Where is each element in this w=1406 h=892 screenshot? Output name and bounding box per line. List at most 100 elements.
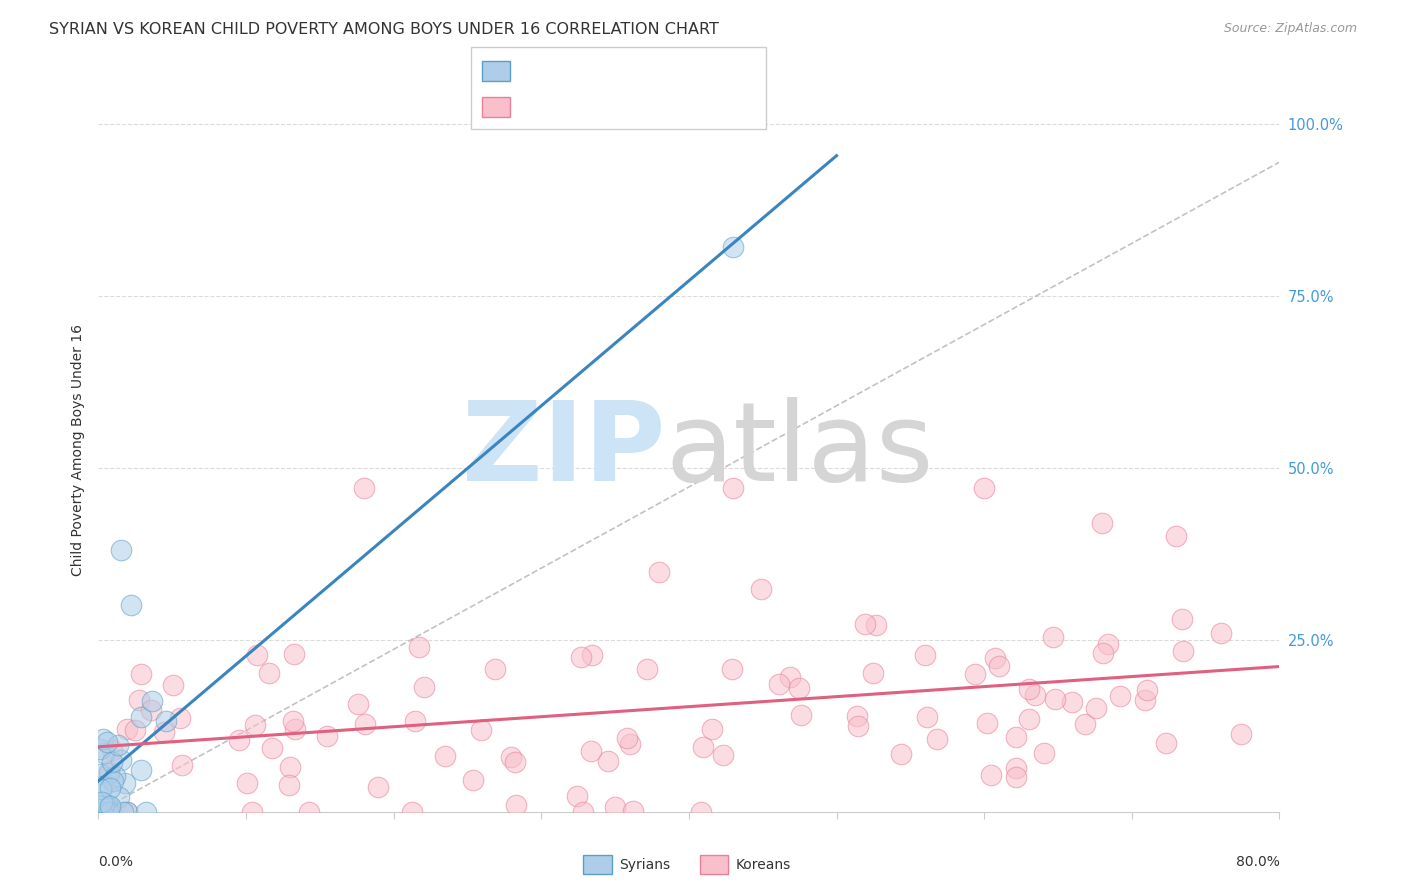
- Point: [93, 746, 115, 760]
- Point: [503, 755, 526, 769]
- Point: [621, 805, 644, 819]
- Text: 0.816: 0.816: [551, 62, 599, 78]
- Point: [162, 678, 184, 692]
- Point: [1018, 712, 1040, 726]
- Point: [412, 680, 434, 694]
- Point: [1135, 693, 1157, 707]
- Point: [90, 781, 112, 796]
- Point: [89, 742, 111, 756]
- Point: [853, 617, 876, 632]
- Point: [596, 755, 619, 769]
- Point: [101, 774, 124, 789]
- Point: [1043, 691, 1066, 706]
- Point: [141, 694, 163, 708]
- Text: 80.0%: 80.0%: [1236, 855, 1279, 869]
- Point: [97, 805, 120, 819]
- Point: [846, 719, 869, 733]
- Point: [980, 767, 1002, 781]
- Point: [346, 697, 368, 711]
- Point: [973, 481, 995, 495]
- Point: [110, 753, 132, 767]
- Point: [619, 737, 641, 751]
- Point: [862, 666, 884, 681]
- Point: [988, 658, 1011, 673]
- Point: [1171, 644, 1194, 658]
- Point: [135, 805, 157, 819]
- Point: [100, 755, 122, 769]
- Point: [1230, 727, 1253, 741]
- Point: [89, 805, 111, 819]
- Text: Source: ZipAtlas.com: Source: ZipAtlas.com: [1223, 22, 1357, 36]
- Text: Koreans: Koreans: [735, 858, 790, 872]
- Point: [915, 709, 938, 723]
- Point: [278, 778, 301, 792]
- Point: [228, 733, 250, 747]
- Point: [1170, 612, 1192, 626]
- Point: [647, 566, 669, 580]
- Point: [236, 775, 259, 789]
- Point: [723, 481, 745, 495]
- Text: SYRIAN VS KOREAN CHILD POVERTY AMONG BOYS UNDER 16 CORRELATION CHART: SYRIAN VS KOREAN CHILD POVERTY AMONG BOY…: [49, 22, 718, 37]
- Point: [354, 717, 377, 731]
- Point: [1091, 516, 1114, 530]
- Point: [91, 795, 114, 809]
- Point: [128, 693, 150, 707]
- Point: [93, 797, 115, 811]
- Point: [98, 805, 121, 819]
- Point: [461, 773, 484, 788]
- Point: [96, 735, 118, 749]
- Point: [723, 240, 745, 254]
- Text: R =: R =: [517, 99, 551, 114]
- Point: [1074, 716, 1097, 731]
- Point: [100, 799, 122, 814]
- Point: [100, 805, 122, 819]
- Point: [104, 768, 127, 782]
- Point: [404, 714, 426, 728]
- Text: 104: 104: [640, 97, 675, 115]
- Point: [914, 648, 936, 662]
- Point: [636, 662, 658, 676]
- Point: [569, 649, 592, 664]
- Point: [278, 759, 301, 773]
- Point: [316, 729, 339, 743]
- Point: [846, 709, 869, 723]
- Point: [1211, 625, 1233, 640]
- Text: 34: 34: [640, 62, 664, 79]
- Point: [1018, 681, 1040, 696]
- Point: [169, 711, 191, 725]
- Point: [1004, 730, 1026, 744]
- Point: [572, 805, 595, 819]
- Point: [865, 617, 887, 632]
- Point: [401, 805, 423, 819]
- Point: [97, 766, 120, 780]
- Point: [114, 776, 136, 790]
- Point: [129, 667, 152, 681]
- Point: [240, 805, 263, 819]
- Point: [284, 722, 307, 736]
- Point: [243, 718, 266, 732]
- Point: [470, 723, 492, 737]
- Point: [976, 716, 998, 731]
- Text: 0.0%: 0.0%: [98, 855, 134, 869]
- Point: [1109, 689, 1132, 703]
- Point: [434, 748, 457, 763]
- Point: [787, 681, 810, 696]
- Point: [1136, 683, 1159, 698]
- Point: [1024, 689, 1046, 703]
- Point: [110, 543, 132, 558]
- Point: [721, 662, 744, 676]
- Point: [152, 725, 174, 739]
- Point: [779, 670, 801, 684]
- Point: [155, 714, 177, 728]
- Point: [1005, 770, 1028, 784]
- Point: [499, 750, 522, 764]
- Point: [565, 789, 588, 803]
- Point: [117, 805, 139, 819]
- Point: [605, 800, 627, 814]
- Point: [689, 805, 711, 819]
- Point: [1154, 736, 1177, 750]
- Point: [890, 747, 912, 761]
- Point: [579, 744, 602, 758]
- Point: [484, 662, 506, 676]
- Point: [1166, 529, 1188, 543]
